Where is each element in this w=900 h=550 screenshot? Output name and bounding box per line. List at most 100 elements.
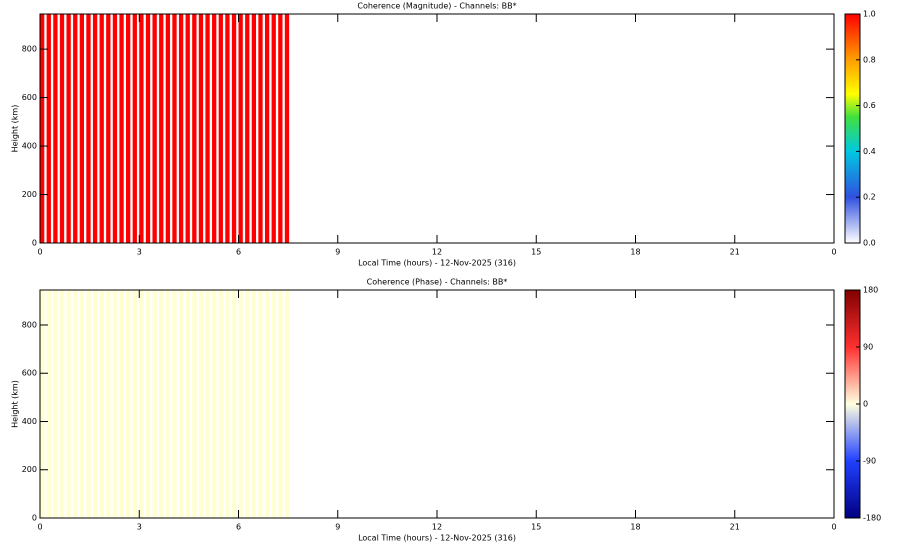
heatmap-column	[198, 14, 204, 243]
heatmap-column	[112, 14, 118, 243]
heatmap-column	[165, 14, 171, 243]
heatmap-column	[185, 290, 190, 518]
y-tick-label: 200	[22, 465, 37, 474]
heatmap-column	[106, 290, 111, 518]
heatmap-column	[165, 290, 171, 518]
heatmap-column	[245, 14, 250, 243]
x-tick-label: 9	[335, 248, 340, 257]
heatmap-column	[79, 14, 85, 243]
heatmap-column	[218, 14, 223, 243]
heatmap-column	[132, 14, 137, 243]
x-tick-label: 6	[236, 523, 241, 532]
heatmap-column	[192, 14, 197, 243]
x-tick-label: 0	[37, 523, 42, 532]
heatmap-column	[86, 14, 91, 243]
heatmap-column	[145, 14, 151, 243]
heatmap-column	[59, 14, 65, 243]
chart-title: Coherence (Magnitude) - Channels: BB*	[357, 2, 516, 11]
x-tick-label: 0	[37, 248, 42, 257]
heatmap-column	[99, 290, 104, 518]
heatmap-column	[284, 290, 290, 518]
heatmap-column	[53, 290, 58, 518]
heatmap-column	[53, 14, 58, 243]
heatmap-column	[238, 290, 243, 518]
colorbar	[844, 13, 861, 244]
heatmap-column	[258, 290, 263, 518]
x-tick-label: 18	[630, 248, 640, 257]
colorbar-tick-label: 1.0	[863, 10, 876, 19]
x-tick-label: 12	[432, 248, 442, 257]
heatmap-column	[185, 14, 190, 243]
heatmap-column	[238, 14, 243, 243]
heatmap-column	[40, 290, 45, 518]
heatmap-column	[258, 14, 263, 243]
x-tick-label: 0	[831, 248, 836, 257]
heatmap-column	[66, 290, 71, 518]
heatmap-column	[139, 290, 144, 518]
heatmap-column	[145, 290, 151, 518]
x-tick-label: 6	[236, 248, 241, 257]
colorbar-tick-label: -180	[863, 514, 881, 523]
heatmap-column	[92, 290, 98, 518]
heatmap-column	[159, 290, 164, 518]
heatmap-column	[59, 290, 65, 518]
heatmap-column	[218, 290, 223, 518]
heatmap-column	[264, 14, 270, 243]
heatmap-column	[73, 14, 78, 243]
heatmap-column	[99, 14, 104, 243]
y-tick-label: 200	[22, 190, 37, 199]
heatmap-column	[119, 290, 124, 518]
heatmap-column	[112, 290, 118, 518]
heatmap-column	[126, 290, 131, 518]
heatmap-column	[231, 14, 237, 243]
heatmap-column	[278, 290, 283, 518]
y-tick-label: 600	[22, 93, 37, 102]
heatmap-column	[106, 14, 111, 243]
heatmap-column	[251, 290, 257, 518]
y-axis-label: Height (km)	[11, 380, 20, 428]
heatmap-column	[231, 290, 237, 518]
heatmap-column	[172, 14, 177, 243]
colorbar-tick-label: 0.6	[863, 101, 876, 110]
heatmap-column	[178, 290, 184, 518]
heatmap-column	[66, 14, 71, 243]
heatmap-column	[271, 290, 276, 518]
x-tick-label: 9	[335, 523, 340, 532]
colorbar-tick-label: 0.0	[863, 239, 876, 248]
x-tick-label: 21	[730, 248, 740, 257]
y-tick-label: 0	[32, 239, 37, 248]
y-tick-label: 400	[22, 142, 37, 151]
heatmap-column	[192, 290, 197, 518]
x-tick-label: 15	[531, 523, 541, 532]
heatmap-column	[46, 290, 51, 518]
x-tick-label: 0	[831, 523, 836, 532]
heatmap-column	[205, 290, 210, 518]
colorbar-tick-label: 180	[863, 286, 878, 295]
y-tick-label: 400	[22, 417, 37, 426]
y-tick-label: 800	[22, 320, 37, 329]
x-axis-label: Local Time (hours) - 12-Nov-2025 (316)	[358, 534, 516, 543]
colorbar-tick-label: 90	[863, 343, 873, 352]
heatmap-column	[225, 14, 230, 243]
heatmap-column	[178, 14, 184, 243]
heatmap-column	[284, 14, 290, 243]
heatmap-column	[245, 290, 250, 518]
x-tick-label: 18	[630, 523, 640, 532]
heatmap-column	[92, 14, 98, 243]
x-tick-label: 12	[432, 523, 442, 532]
y-tick-label: 800	[22, 45, 37, 54]
heatmap-column	[40, 14, 45, 243]
y-axis-label: Height (km)	[11, 105, 20, 153]
x-axis-label: Local Time (hours) - 12-Nov-2025 (316)	[358, 259, 516, 268]
heatmap-column	[46, 14, 51, 243]
heatmap-column	[86, 290, 91, 518]
heatmap-column	[172, 290, 177, 518]
heatmap-column	[73, 290, 78, 518]
heatmap-column	[225, 290, 230, 518]
heatmap-column	[212, 290, 217, 518]
heatmap-column	[159, 14, 164, 243]
heatmap-column	[198, 290, 204, 518]
heatmap-column	[139, 14, 144, 243]
x-tick-label: 21	[730, 523, 740, 532]
